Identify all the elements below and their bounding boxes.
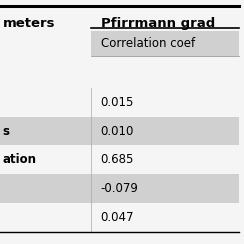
Text: -0.079: -0.079 bbox=[101, 182, 138, 195]
Text: 0.015: 0.015 bbox=[101, 96, 134, 109]
Text: ation: ation bbox=[2, 153, 36, 166]
Bar bbox=[91, 30, 239, 56]
Text: s: s bbox=[2, 124, 10, 138]
Text: 0.047: 0.047 bbox=[101, 211, 134, 224]
Text: Correlation coef: Correlation coef bbox=[101, 37, 195, 50]
Bar bbox=[0, 117, 239, 145]
Bar bbox=[0, 174, 239, 203]
Text: Pfirrmann grad: Pfirrmann grad bbox=[101, 17, 215, 30]
Text: 0.010: 0.010 bbox=[101, 124, 134, 138]
Text: 0.685: 0.685 bbox=[101, 153, 134, 166]
Text: meters: meters bbox=[2, 17, 55, 30]
